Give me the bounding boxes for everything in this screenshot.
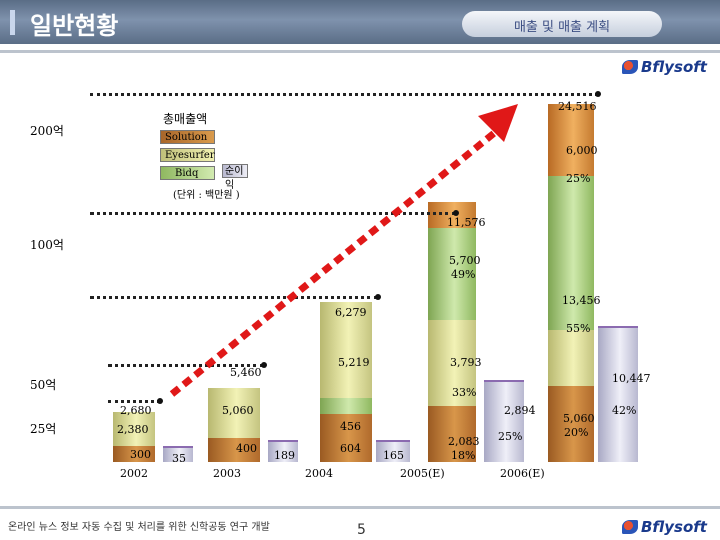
total-dotted-line [108, 364, 264, 367]
bar-value-label: 3,793 [450, 356, 482, 369]
bar-segment [428, 320, 476, 406]
x-tick-label: 2005(E) [400, 467, 445, 480]
bar-value-label: 604 [340, 442, 361, 455]
y-tick-label: 50억 [30, 378, 57, 392]
net-income-cap [484, 380, 524, 382]
net-income-bar [598, 326, 638, 462]
total-marker-dot [453, 210, 459, 216]
top-divider [0, 50, 720, 53]
growth-arrow-head [478, 104, 518, 142]
bar-segment [428, 228, 476, 320]
bar-value-label: 5,060 [222, 404, 254, 417]
legend-title: 총매출액 [163, 112, 208, 126]
unit-label: (단위 : 백만원 ) [173, 190, 240, 201]
bar-value-label: 11,576 [447, 216, 486, 229]
company-logo-bottom: Bflysoft [622, 518, 707, 536]
bar-segment [208, 438, 260, 462]
net-income-cap [376, 440, 410, 442]
page-number: 5 [357, 522, 366, 538]
bar-segment [320, 414, 372, 462]
title-accent-mark [10, 10, 15, 35]
butterfly-logo-icon [622, 520, 638, 534]
bar-segment [548, 176, 594, 330]
bar-value-label: 25% [498, 430, 523, 443]
bottom-divider [0, 506, 720, 509]
total-marker-dot [375, 294, 381, 300]
bar-segment [320, 302, 372, 398]
growth-arrow-line [169, 127, 501, 397]
total-dotted-line [90, 296, 378, 299]
bar-value-label: 400 [236, 442, 257, 455]
bar-value-label: 6,279 [335, 306, 367, 319]
bar-segment [548, 386, 594, 462]
bar-segment [428, 406, 476, 462]
bar-value-label: 2,680 [120, 404, 152, 417]
x-tick-label: 2002 [120, 467, 148, 480]
bar-value-label: 6,000 [566, 144, 598, 157]
bar-segment [113, 446, 155, 462]
total-dotted-line [90, 93, 598, 96]
net-income-cap [268, 440, 298, 442]
footer-text: 온라인 뉴스 정보 자동 수집 및 처리를 위한 신학공동 연구 개발 [8, 522, 270, 533]
total-marker-dot [595, 91, 601, 97]
bar-value-label: 35 [172, 452, 186, 465]
total-marker-dot [157, 398, 163, 404]
bar-segment [548, 104, 594, 176]
net-income-cap [163, 446, 193, 448]
bar-value-label: 55% [566, 322, 591, 335]
company-logo-top: Bflysoft [622, 58, 707, 76]
bar-value-label: 189 [274, 449, 295, 462]
bar-value-label: 2,894 [504, 404, 536, 417]
subtitle-pill: 매출 및 매출 계획 [462, 11, 662, 37]
bar-value-label: 25% [566, 172, 591, 185]
bar-value-label: 2,083 [448, 435, 480, 448]
legend-item-eyesurfer: Eyesurfer [160, 148, 215, 162]
legend-item-solution: Solution [160, 130, 215, 144]
bar-value-label: 456 [340, 420, 361, 433]
bar-segment [113, 412, 155, 446]
bar-value-label: 24,516 [558, 100, 597, 113]
legend-item-bidq: Bidq [160, 166, 215, 180]
net-income-bar [484, 380, 524, 462]
y-tick-label: 100억 [30, 238, 64, 252]
bar-value-label: 2,380 [117, 423, 149, 436]
bar-value-label: 5,700 [449, 254, 481, 267]
legend-item-net-income: 순이익 [222, 164, 248, 191]
bar-segment [320, 398, 372, 414]
x-tick-label: 2004 [305, 467, 333, 480]
bar-value-label: 18% [451, 449, 476, 462]
butterfly-logo-icon [622, 60, 638, 74]
bar-value-label: 33% [452, 386, 477, 399]
bar-segment [428, 202, 476, 228]
bar-segment [208, 388, 260, 438]
total-marker-dot [261, 362, 267, 368]
bar-value-label: 300 [130, 448, 151, 461]
bar-value-label: 5,219 [338, 356, 370, 369]
logo-text: Bflysoft [641, 58, 707, 76]
x-tick-label: 2006(E) [500, 467, 545, 480]
total-dotted-line [108, 400, 160, 403]
logo-text: Bflysoft [641, 518, 707, 536]
bar-value-label: 5,060 [563, 412, 595, 425]
y-tick-label: 25억 [30, 422, 57, 436]
net-income-bar [268, 440, 298, 462]
net-income-bar [163, 446, 193, 462]
bar-value-label: 165 [383, 449, 404, 462]
bar-value-label: 20% [564, 426, 589, 439]
bar-value-label: 5,460 [230, 366, 262, 379]
bar-value-label: 49% [451, 268, 476, 281]
bar-value-label: 13,456 [562, 294, 601, 307]
y-tick-label: 200억 [30, 124, 64, 138]
subtitle-text: 매출 및 매출 계획 [513, 20, 611, 35]
net-income-cap [598, 326, 638, 328]
bar-value-label: 10,447 [612, 372, 651, 385]
bar-segment [548, 330, 594, 386]
x-tick-label: 2003 [213, 467, 241, 480]
total-dotted-line [90, 212, 456, 215]
bar-value-label: 42% [612, 404, 637, 417]
page-title: 일반현황 [30, 12, 119, 40]
net-income-bar [376, 440, 410, 462]
